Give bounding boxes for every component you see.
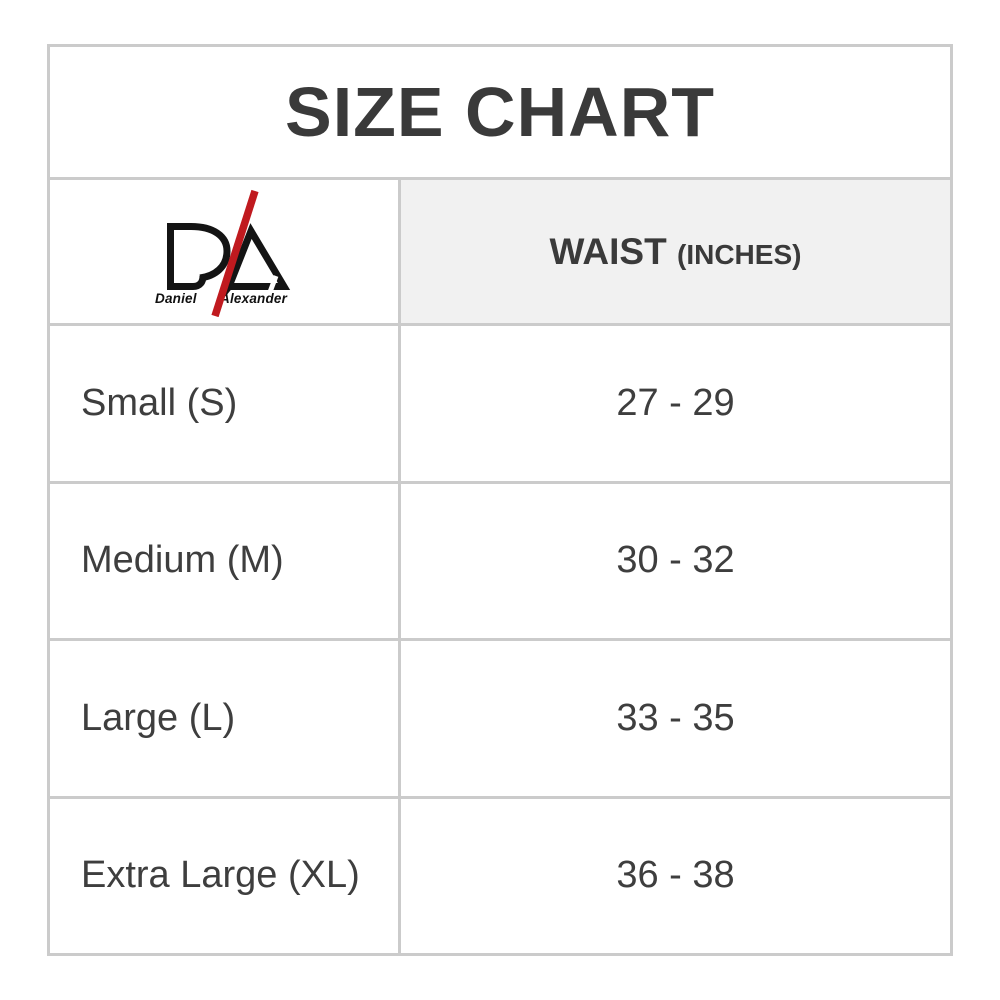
size-label: Extra Large (XL) bbox=[81, 854, 360, 897]
waist-value: 36 - 38 bbox=[616, 854, 735, 897]
waist-header-text: WAIST (INCHES) bbox=[550, 231, 802, 273]
table-row-small-waist-cell: 27 - 29 bbox=[398, 323, 950, 481]
size-chart-table: SIZE CHART Daniel Alexander WAIST (INCHE… bbox=[47, 44, 953, 956]
table-row-large-waist-cell: 33 - 35 bbox=[398, 638, 950, 796]
brand-name-first: Daniel bbox=[155, 291, 197, 306]
logo-red-slash bbox=[211, 189, 259, 317]
brand-name-last: Alexander bbox=[219, 291, 288, 306]
table-row-xlarge-label-cell: Extra Large (XL) bbox=[50, 795, 398, 954]
waist-unit-label: (INCHES) bbox=[677, 238, 802, 270]
waist-value: 30 - 32 bbox=[616, 539, 735, 582]
waist-label: WAIST bbox=[549, 230, 667, 272]
waist-value: 27 - 29 bbox=[616, 381, 735, 424]
table-row-medium-waist-cell: 30 - 32 bbox=[398, 480, 950, 638]
logo-d-foot bbox=[167, 275, 207, 290]
logo-a-triangle bbox=[223, 222, 291, 290]
waist-value: 33 - 35 bbox=[616, 696, 735, 739]
title-row: SIZE CHART bbox=[50, 47, 950, 177]
waist-column-header: WAIST (INCHES) bbox=[398, 177, 950, 323]
logo-d-bowl bbox=[167, 222, 231, 281]
table-row-large-label-cell: Large (L) bbox=[50, 638, 398, 796]
size-label: Medium (M) bbox=[81, 539, 284, 582]
table-row-small-label-cell: Small (S) bbox=[50, 323, 398, 481]
table-row-xlarge-waist-cell: 36 - 38 bbox=[398, 795, 950, 953]
size-label: Large (L) bbox=[81, 696, 236, 739]
logo-a-notch bbox=[267, 274, 279, 293]
table-row-medium-label-cell: Medium (M) bbox=[50, 480, 398, 639]
size-label: Small (S) bbox=[81, 381, 238, 424]
brand-logo-cell: Daniel Alexander bbox=[50, 177, 398, 323]
daniel-alexander-logo-icon: Daniel Alexander bbox=[155, 189, 291, 317]
page-title: SIZE CHART bbox=[285, 73, 715, 151]
